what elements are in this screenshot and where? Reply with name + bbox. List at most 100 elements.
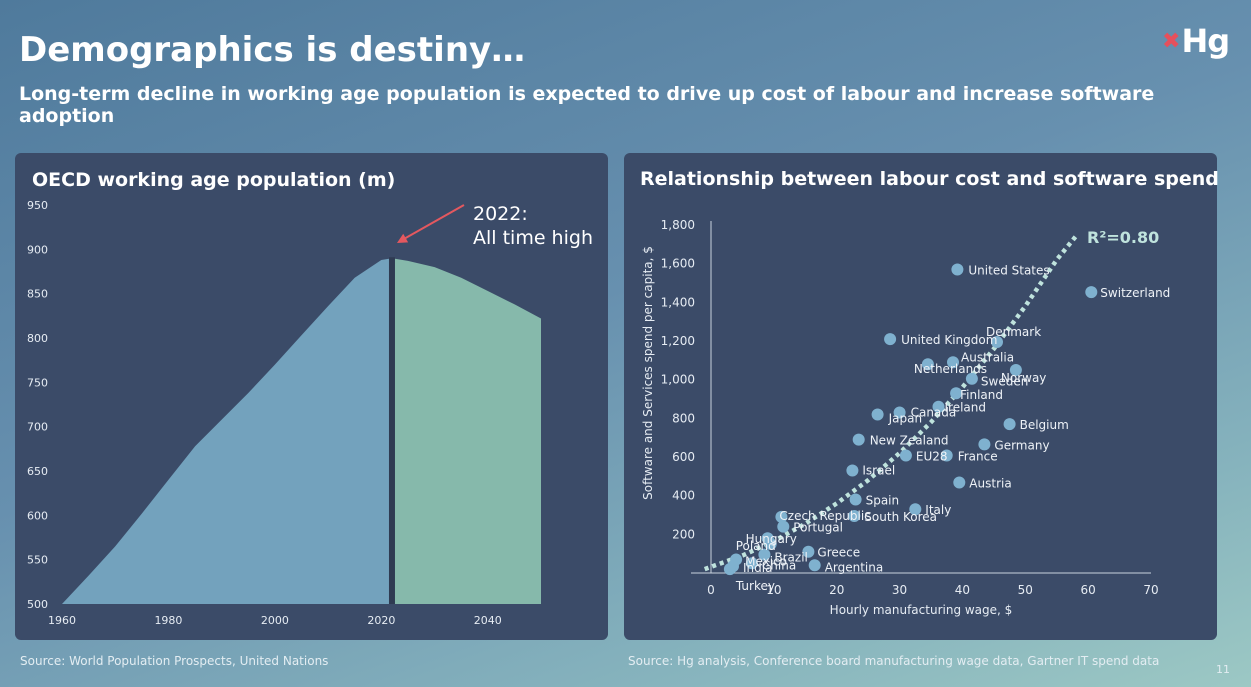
scatter-chart: 200 400 600 800 1,000 1,200 1,400 1,600 1,800 0 10…: [641, 218, 1170, 617]
y-tick-label: 850: [27, 288, 48, 301]
scatter-point: [758, 548, 771, 561]
point-label: Hungary: [746, 532, 797, 546]
point-label: Denmark: [986, 325, 1041, 339]
scatter-point: [932, 400, 945, 413]
point-label: Brazil: [774, 551, 808, 565]
y-tick-label: 400: [672, 489, 695, 503]
scatter-point: [950, 387, 963, 400]
point-label: Poland: [736, 539, 776, 553]
point-label: Italy: [925, 503, 951, 517]
scatter-point: [978, 438, 991, 451]
scatter-point: [909, 503, 922, 516]
point-label: Germany: [994, 438, 1049, 452]
page-number: 11: [1216, 663, 1230, 676]
point-label: Netherlands: [914, 362, 987, 376]
page-subtitle: Long-term decline in working age populat…: [19, 83, 1155, 127]
point-label: Turkey: [735, 579, 775, 593]
point-label: Czech Republic: [779, 509, 870, 523]
peak-annotation-text: 2022:: [473, 203, 528, 225]
y-tick-label: 1,800: [661, 218, 695, 232]
scatter-chart-panel: Relationship between labour cost and sof…: [624, 153, 1219, 640]
point-label: EU28: [916, 450, 948, 464]
point-label: Ireland: [945, 401, 987, 415]
x-tick-label: 2040: [474, 614, 502, 627]
x-tick-label: 70: [1143, 583, 1158, 597]
peak-annotation-text: All time high: [473, 227, 593, 249]
scatter-point: [745, 557, 758, 570]
y-tick-label: 500: [27, 598, 48, 611]
point-label: Norway: [1001, 371, 1047, 385]
point-label: Belgium: [1020, 418, 1069, 432]
scatter-point: [947, 356, 959, 369]
x-tick-label: 1980: [154, 614, 182, 627]
population-chart-title: OECD working age population (m): [32, 169, 396, 191]
x-axis-title: Hourly manufacturing wage, $: [830, 603, 1013, 617]
point-label: South Korea: [864, 510, 937, 524]
logo-cross-icon: ✖: [1162, 28, 1181, 54]
annotation-arrowhead: [396, 233, 409, 243]
point-label: Portugal: [793, 521, 843, 535]
point-label: China: [762, 558, 796, 572]
point-label: France: [958, 450, 998, 464]
y-tick-label: 950: [27, 199, 48, 212]
point-label: United Kingdom: [901, 333, 997, 347]
y-tick-label: 1,400: [661, 295, 695, 309]
logo-text: Hg: [1181, 22, 1230, 60]
scatter-point: [775, 510, 788, 523]
scatter-point: [846, 464, 859, 477]
scatter-point: [849, 493, 862, 506]
scatter-point: [899, 449, 912, 462]
y-axis-title: Software and Services spend per capita, …: [641, 246, 655, 500]
scatter-point: [1009, 364, 1022, 376]
y-tick-label: 600: [672, 450, 695, 464]
x-tick-label: 0: [707, 583, 715, 597]
scatter-point: [1085, 286, 1098, 299]
source-left: Source: World Population Prospects, Unit…: [20, 654, 329, 668]
point-label: Australia: [961, 350, 1014, 364]
x-tick-label: 1960: [48, 614, 76, 627]
y-tick-label: 750: [27, 376, 48, 389]
y-tick-label: 900: [27, 243, 48, 256]
point-label: Finland: [960, 388, 1003, 402]
point-label: India: [743, 561, 772, 575]
point-label: Canada: [911, 406, 957, 420]
annotation-arrow-line: [402, 204, 465, 241]
y-tick-label: 1,600: [661, 257, 695, 271]
page-title: Demographics is destiny…: [19, 30, 526, 70]
scatter-point: [951, 263, 964, 276]
scatter-point: [802, 545, 815, 558]
scatter-point: [777, 520, 790, 533]
y-tick-label: 800: [27, 332, 48, 345]
point-label: New Zealand: [870, 434, 949, 448]
point-label: Sweden: [981, 375, 1028, 389]
point-label: Austria: [969, 477, 1011, 491]
scatter-point: [871, 408, 884, 421]
x-tick-label: 30: [892, 583, 907, 597]
scatter-point: [893, 406, 906, 419]
scatter-point: [852, 433, 865, 446]
y-tick-label: 600: [27, 509, 48, 522]
scatter-point: [953, 476, 966, 489]
scatter-point: [991, 336, 1003, 348]
x-tick-label: 50: [1018, 583, 1033, 597]
point-label: United States: [968, 264, 1049, 278]
y-tick-label: 650: [27, 465, 48, 478]
hg-logo: ✖ Hg: [1162, 22, 1230, 60]
area-series-historical: [62, 258, 392, 604]
point-label: Argentina: [825, 560, 884, 574]
y-tick-label: 550: [27, 554, 48, 567]
scatter-point: [884, 333, 897, 346]
scatter-chart-title: Relationship between labour cost and sof…: [640, 168, 1219, 190]
x-tick-label: 2000: [261, 614, 289, 627]
x-tick-label: 20: [829, 583, 844, 597]
r-squared-label: R²=0.80: [1087, 228, 1159, 247]
y-tick-label: 200: [672, 527, 695, 541]
y-tick-label: 700: [27, 421, 48, 434]
x-tick-label: 2020: [367, 614, 395, 627]
point-label: Israel: [862, 464, 895, 478]
point-label: Mexico: [745, 555, 787, 569]
scatter-point: [1003, 418, 1016, 431]
y-tick-label: 1,000: [661, 373, 695, 387]
population-chart: 500 550 600 650 700 750 800 850 900 950 1960 1980 20…: [27, 199, 593, 627]
x-tick-label: 10: [766, 583, 781, 597]
